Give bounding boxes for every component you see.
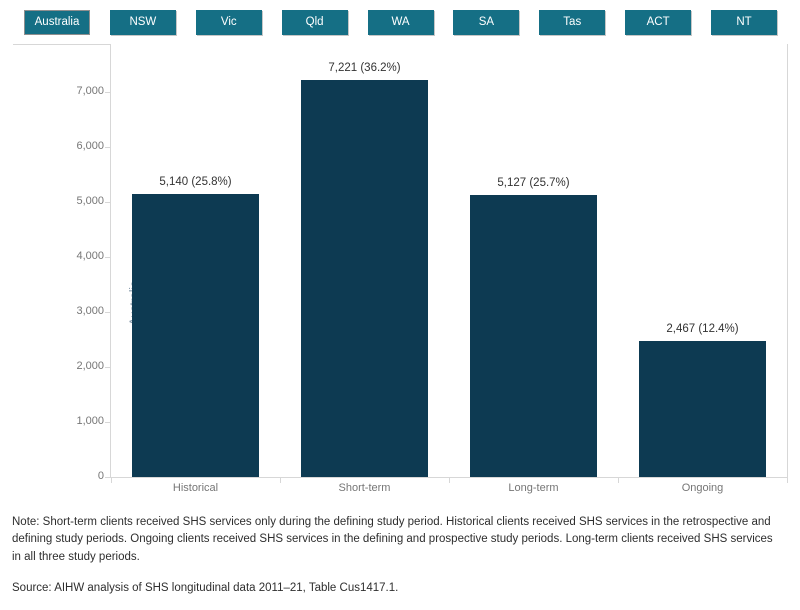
y-tick-label: 3,000 bbox=[76, 305, 104, 317]
y-tick-mark bbox=[105, 312, 110, 313]
y-tick-label: 7,000 bbox=[76, 85, 104, 97]
y-tick-mark bbox=[105, 257, 110, 258]
source-text: Source: AIHW analysis of SHS longitudina… bbox=[12, 581, 399, 594]
tab-nt[interactable]: NT bbox=[711, 10, 777, 35]
y-tick-label: 5,000 bbox=[76, 195, 104, 207]
y-tick-mark bbox=[105, 147, 110, 148]
footnotes: Note: Short-term clients received SHS se… bbox=[12, 514, 784, 596]
tab-sa[interactable]: SA bbox=[453, 10, 520, 35]
bar-value-label: 5,127 (25.7%) bbox=[497, 177, 570, 189]
tab-tas[interactable]: Tas bbox=[539, 10, 606, 35]
tab-australia[interactable]: Australia bbox=[24, 10, 90, 35]
x-tick-mark bbox=[449, 478, 450, 483]
note-text: Note: Short-term clients received SHS se… bbox=[12, 516, 773, 563]
y-tick-label: 6,000 bbox=[76, 140, 104, 152]
bar-ongoing[interactable] bbox=[639, 341, 766, 477]
x-tick-mark bbox=[111, 478, 112, 483]
x-category-label: Short-term bbox=[338, 482, 391, 494]
y-tick-label: 2,000 bbox=[76, 360, 104, 372]
x-category-label: Long-term bbox=[508, 482, 559, 494]
y-tick-mark bbox=[105, 92, 110, 93]
bar-historical[interactable] bbox=[132, 194, 259, 477]
x-tick-mark bbox=[618, 478, 619, 483]
bar-value-label: 5,140 (25.8%) bbox=[159, 176, 232, 188]
x-category-label: Historical bbox=[172, 482, 219, 494]
bar-value-label: 7,221 (36.2%) bbox=[328, 62, 401, 74]
state-tab-bar: Australia NSW Vic Qld WA SA Tas ACT NT bbox=[24, 10, 777, 35]
x-tick-mark bbox=[280, 478, 281, 483]
bar-short-term[interactable] bbox=[301, 80, 428, 477]
tab-act[interactable]: ACT bbox=[625, 10, 692, 35]
y-tick-label: 4,000 bbox=[76, 250, 104, 262]
tab-vic[interactable]: Vic bbox=[195, 10, 262, 35]
y-tick-mark bbox=[105, 202, 110, 203]
y-tick-label: 0 bbox=[97, 470, 104, 482]
bar-value-label: 2,467 (12.4%) bbox=[666, 323, 739, 335]
bar-long-term[interactable] bbox=[470, 195, 597, 477]
bar-chart-plot-area: Australia Number of clients 01,0002,0003… bbox=[76, 44, 788, 494]
tab-qld[interactable]: Qld bbox=[281, 10, 348, 35]
y-tick-mark bbox=[105, 477, 110, 478]
y-tick-label: 1,000 bbox=[76, 415, 104, 427]
x-tick-mark bbox=[787, 478, 788, 483]
y-tick-mark bbox=[105, 422, 110, 423]
tab-wa[interactable]: WA bbox=[367, 10, 434, 35]
y-tick-mark bbox=[105, 367, 110, 368]
tab-nsw[interactable]: NSW bbox=[109, 10, 176, 35]
x-category-label: Ongoing bbox=[681, 482, 724, 494]
